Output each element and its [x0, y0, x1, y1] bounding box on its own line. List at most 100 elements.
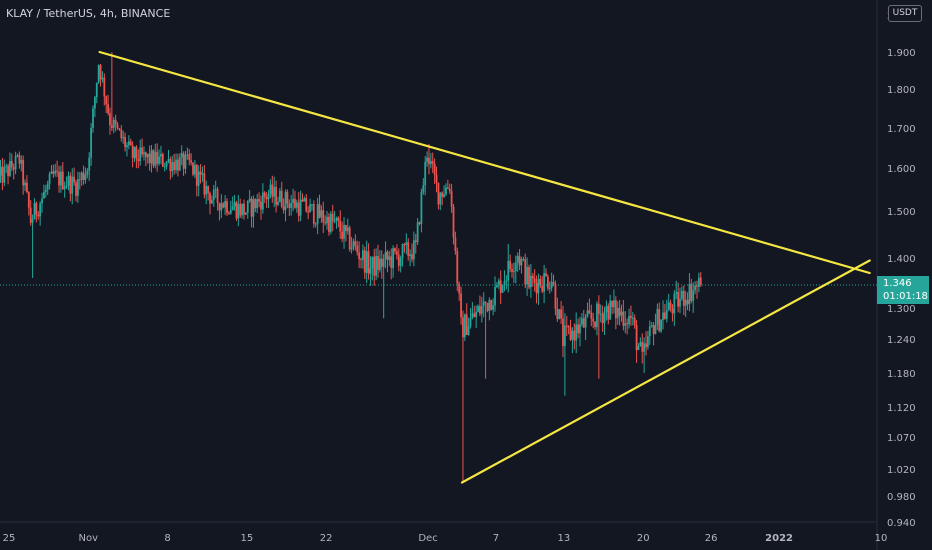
candle-body	[399, 258, 402, 266]
candle-body	[363, 250, 366, 273]
candle-body	[378, 258, 381, 270]
candle-body	[652, 325, 655, 335]
time-tick-label: 13	[558, 533, 571, 544]
candle-body	[684, 299, 687, 306]
price-tick-label: 1.240	[887, 335, 916, 346]
candle-body	[382, 259, 385, 267]
candle-body	[71, 176, 74, 194]
candle-body	[14, 155, 17, 170]
candle-body	[503, 281, 506, 286]
candle-body	[9, 160, 11, 176]
candle-body	[203, 173, 206, 195]
candle-body	[429, 160, 432, 165]
candle-body	[22, 159, 25, 186]
price-axis[interactable]: 1.900 1.800 1.700 1.600 1.500 1.400 1.300 1.240…	[887, 11, 916, 529]
candle-body	[533, 278, 536, 283]
bar-countdown: 01:01:18	[883, 291, 928, 302]
time-tick-label: Nov	[79, 533, 99, 544]
candle-body	[445, 187, 447, 195]
candle-body	[61, 171, 64, 190]
candle-body	[647, 336, 649, 348]
candle-body	[518, 255, 521, 266]
candle-body	[148, 153, 151, 164]
candle-body	[497, 280, 500, 286]
candle-body	[48, 174, 51, 184]
candle-body	[227, 213, 230, 215]
candle-body	[618, 307, 621, 316]
candle-body	[395, 251, 398, 255]
candle-body	[303, 198, 306, 202]
time-tick-label: 26	[705, 533, 718, 544]
candle-body	[163, 166, 166, 168]
currency-badge[interactable]: USDT	[888, 5, 922, 22]
candle-body	[609, 300, 612, 320]
candle-body	[152, 150, 155, 166]
candle-body	[633, 317, 636, 325]
candle-body	[348, 227, 351, 250]
candle-body	[420, 191, 423, 224]
candle-body	[469, 317, 472, 327]
last-price-tag: 1.346 01:01:18	[877, 276, 929, 304]
candle-body	[516, 255, 519, 263]
candle-body	[505, 280, 508, 282]
candle-body	[373, 256, 376, 276]
candle-body	[286, 191, 289, 204]
candle-body	[109, 113, 111, 126]
candle-body	[156, 151, 159, 164]
candle-body	[554, 283, 557, 309]
candle-body	[254, 199, 257, 209]
candle-body	[358, 252, 361, 260]
candle-body	[126, 145, 128, 148]
candle-body	[437, 182, 440, 205]
candle-body	[496, 285, 498, 288]
candle-body	[209, 193, 211, 204]
candle-body	[244, 212, 247, 215]
candle-body	[195, 164, 198, 186]
candle-body	[318, 204, 321, 218]
candle-body	[278, 190, 281, 202]
price-tick-label: 1.070	[887, 433, 916, 444]
candle-body	[218, 202, 221, 211]
candle-body	[239, 203, 242, 216]
candle-body	[571, 330, 574, 340]
candle-body	[233, 202, 236, 207]
candle-body	[220, 203, 223, 211]
candle-body	[460, 293, 462, 318]
candle-body	[501, 285, 504, 293]
candle-body	[599, 313, 602, 315]
price-tick-label: 0.940	[887, 518, 916, 529]
candle-body	[596, 303, 598, 328]
candle-body	[316, 204, 319, 224]
candle-body	[667, 302, 670, 311]
candle-body	[494, 287, 496, 306]
candle-body	[431, 160, 434, 164]
time-axis[interactable]: 25 Nov 8 15 22 Dec 7 13 20 26 2022 10	[3, 533, 888, 544]
candle-body	[133, 146, 136, 158]
candle-body	[169, 159, 172, 172]
candle-body	[456, 251, 459, 284]
candle-body	[154, 151, 157, 166]
candle-body	[214, 189, 217, 191]
candle-body	[235, 202, 238, 219]
candle-body	[248, 198, 251, 201]
candle-body	[312, 204, 315, 224]
candle-body	[226, 201, 228, 214]
candle-body	[688, 283, 691, 305]
candle-body	[552, 281, 555, 284]
candle-body	[679, 298, 681, 307]
candle-body	[73, 176, 76, 183]
candle-body	[401, 244, 404, 259]
candle-body	[54, 170, 57, 174]
candle-body	[537, 278, 540, 294]
candle-body	[326, 216, 328, 224]
candle-body	[520, 259, 523, 266]
candle-body	[441, 192, 444, 197]
candle-body	[261, 192, 264, 210]
candle-body	[579, 324, 581, 334]
candle-body	[465, 314, 468, 335]
candle-body	[577, 324, 579, 334]
candle-body	[480, 305, 483, 314]
trendlines[interactable]	[98, 50, 871, 484]
candle-body	[288, 203, 291, 209]
